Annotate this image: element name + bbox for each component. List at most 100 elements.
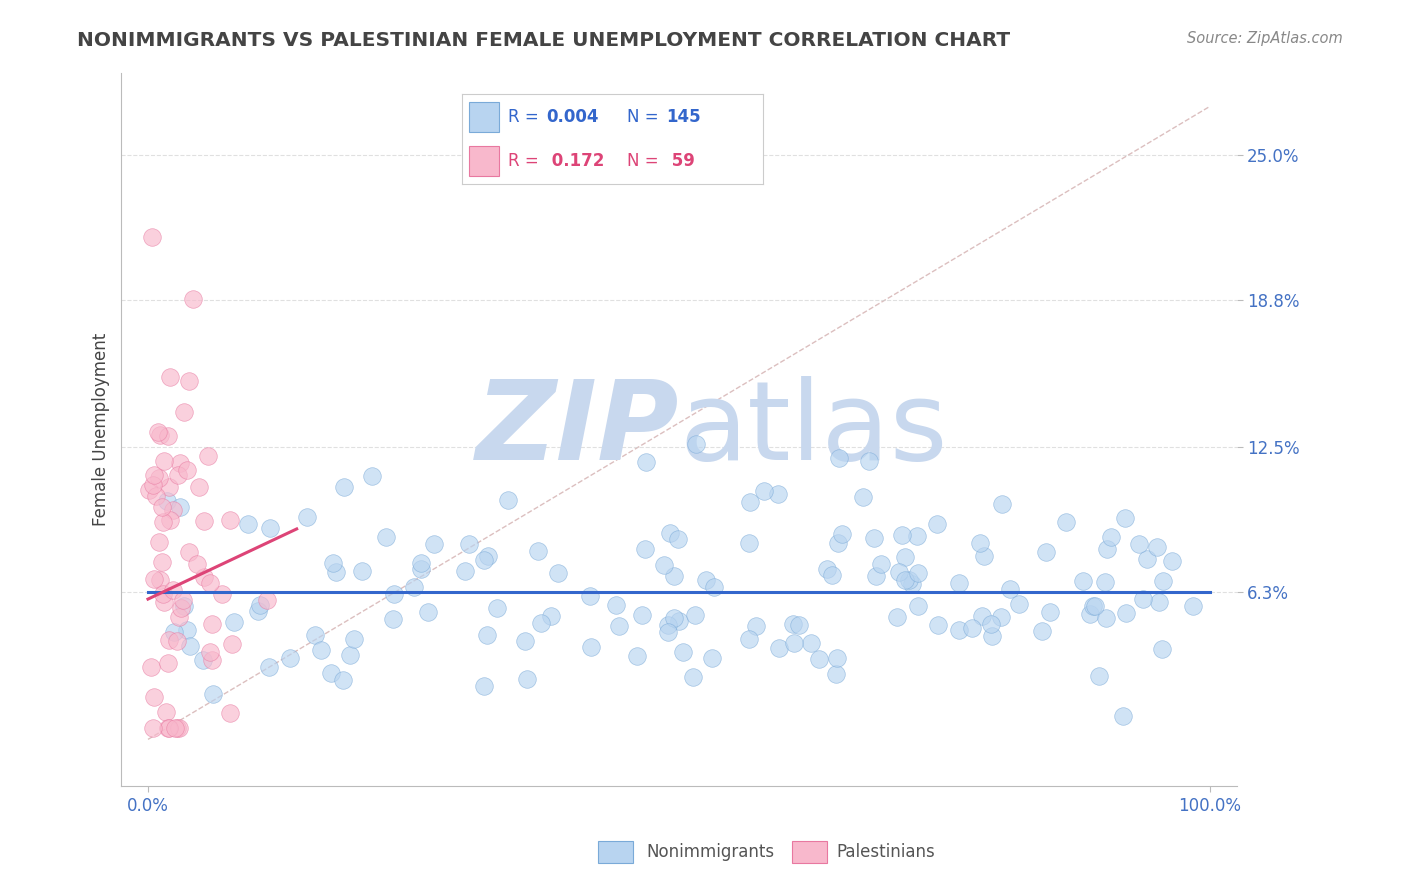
Point (186, 557, 208, 571)
Point (200, 617, 222, 632)
Point (513, 634, 536, 648)
Point (384, 587, 406, 601)
Point (852, 490, 875, 504)
Point (156, 494, 179, 508)
Point (768, 487, 790, 501)
Point (807, 652, 830, 666)
Point (1084, 599, 1107, 614)
Point (980, 616, 1002, 631)
Point (858, 454, 880, 468)
Point (1160, 554, 1182, 568)
Point (156, 656, 179, 670)
Point (700, 651, 723, 665)
Point (1146, 540, 1168, 554)
Point (1132, 591, 1154, 606)
Y-axis label: Female Unemployment: Female Unemployment (93, 333, 110, 526)
Point (831, 526, 853, 541)
Point (145, 489, 167, 503)
Point (157, 721, 180, 735)
Point (173, 599, 195, 614)
Point (1099, 530, 1122, 544)
Point (343, 632, 366, 646)
Point (659, 525, 682, 540)
Point (259, 660, 281, 674)
Point (152, 586, 174, 600)
Point (148, 428, 170, 442)
Point (472, 552, 495, 566)
Point (828, 450, 851, 465)
Point (173, 405, 195, 419)
Point (1152, 641, 1174, 656)
Point (1128, 537, 1150, 551)
Point (423, 537, 446, 551)
Point (827, 535, 849, 549)
Point (219, 706, 242, 720)
Point (297, 510, 319, 524)
Point (159, 370, 181, 384)
Point (177, 545, 200, 559)
Point (197, 449, 219, 463)
Point (547, 566, 569, 581)
Point (138, 483, 160, 498)
Point (927, 618, 949, 632)
Point (477, 549, 499, 563)
Point (170, 601, 193, 615)
Point (141, 659, 163, 673)
Point (894, 573, 917, 587)
Point (322, 556, 344, 570)
Point (634, 542, 657, 557)
Point (148, 535, 170, 549)
Point (166, 721, 188, 735)
Point (157, 480, 180, 494)
Point (973, 549, 995, 563)
Point (897, 573, 920, 587)
Point (142, 721, 165, 735)
Point (1054, 515, 1077, 529)
Point (1008, 597, 1031, 611)
Point (360, 469, 382, 483)
Point (634, 455, 657, 469)
Point (740, 495, 762, 509)
Point (870, 558, 893, 572)
Text: Nonimmigrants: Nonimmigrants (647, 843, 775, 861)
Point (865, 569, 887, 583)
Point (579, 640, 602, 655)
Point (962, 622, 984, 636)
Point (738, 632, 761, 646)
Point (211, 587, 233, 601)
Point (179, 640, 201, 654)
Point (411, 561, 433, 575)
Point (948, 576, 970, 591)
Point (256, 593, 278, 607)
Point (402, 580, 425, 594)
Point (891, 527, 914, 541)
Point (527, 544, 550, 558)
Point (685, 437, 707, 451)
Point (458, 537, 481, 551)
Point (800, 636, 823, 650)
Point (416, 605, 439, 619)
Point (143, 467, 166, 482)
Point (662, 611, 685, 625)
Point (905, 529, 928, 543)
Point (605, 598, 627, 612)
Point (901, 577, 924, 591)
Point (141, 229, 163, 244)
Point (319, 666, 342, 681)
Point (157, 632, 180, 647)
Point (163, 721, 186, 735)
Point (221, 637, 243, 651)
Point (744, 619, 766, 633)
Point (657, 617, 679, 632)
Point (821, 568, 844, 582)
Point (249, 599, 271, 613)
Point (886, 609, 908, 624)
Point (219, 513, 242, 527)
Point (907, 599, 929, 613)
Point (738, 536, 761, 550)
Point (146, 425, 169, 440)
Point (990, 610, 1012, 624)
Point (1112, 709, 1135, 723)
Point (304, 628, 326, 642)
Point (907, 566, 929, 581)
